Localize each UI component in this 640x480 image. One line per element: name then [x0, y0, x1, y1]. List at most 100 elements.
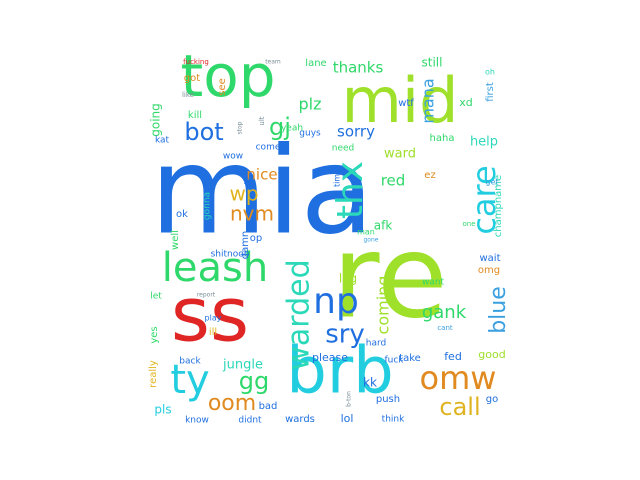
cloud-word: take	[399, 353, 421, 364]
cloud-word: go	[486, 394, 498, 405]
cloud-word: blue	[486, 286, 511, 334]
cloud-word: really	[148, 360, 159, 388]
cloud-word: gg	[239, 367, 269, 395]
cloud-word: op	[250, 233, 262, 244]
cloud-word: report	[197, 292, 216, 299]
cloud-word: see	[217, 78, 228, 96]
cloud-word: kk	[363, 376, 377, 390]
cloud-word: plz	[299, 95, 322, 114]
cloud-word: ill	[209, 327, 217, 338]
cloud-word: top	[180, 42, 275, 110]
cloud-word: gj	[269, 113, 291, 141]
cloud-word: think	[382, 415, 405, 425]
cloud-word: team	[265, 59, 281, 66]
cloud-word: lol	[341, 412, 354, 425]
cloud-word: guys	[299, 129, 321, 139]
cloud-word: oom	[208, 391, 256, 416]
cloud-word: sry	[325, 320, 365, 350]
cloud-word: bot	[184, 118, 223, 146]
cloud-word: fucking	[183, 58, 209, 66]
cloud-word: gank	[422, 302, 467, 323]
cloud-word: didnt	[238, 416, 262, 426]
cloud-word: come	[256, 143, 281, 153]
cloud-word: warded	[282, 259, 317, 370]
cloud-word: wait	[479, 253, 500, 264]
cloud-word: np	[313, 281, 359, 322]
cloud-word: kat	[155, 136, 170, 146]
cloud-word: bad	[259, 401, 278, 412]
cloud-word: yeah	[281, 124, 303, 134]
cloud-word: first	[485, 82, 496, 102]
cloud-word: nvm	[230, 202, 274, 226]
cloud-word: know	[185, 416, 209, 426]
cloud-word: well	[170, 230, 181, 250]
cloud-word: want	[422, 278, 445, 288]
cloud-word: hard	[366, 339, 386, 349]
cloud-word: xd	[459, 96, 473, 109]
cloud-word: let	[150, 292, 162, 302]
cloud-word: omw	[420, 359, 497, 397]
cloud-word: fed	[444, 350, 462, 363]
cloud-word: haha	[430, 133, 455, 144]
cloud-word: ok	[176, 209, 188, 220]
cloud-word: red	[381, 172, 406, 190]
cloud-word: re	[332, 211, 448, 345]
cloud-word: ult	[258, 116, 266, 125]
cloud-word: one	[462, 220, 475, 228]
cloud-word: ss	[171, 271, 249, 359]
cloud-word: mana	[419, 78, 438, 123]
cloud-word: brb	[286, 335, 394, 409]
cloud-word: yes	[149, 326, 160, 343]
cloud-word: omg	[478, 265, 500, 276]
cloud-word: stop	[237, 121, 244, 134]
cloud-word: pls	[154, 403, 171, 417]
cloud-word: ur	[242, 175, 251, 184]
cloud-word: man	[357, 228, 375, 237]
cloud-word: wards	[285, 414, 315, 425]
cloud-word: gonna	[203, 192, 213, 220]
cloud-word: please	[312, 351, 348, 364]
cloud-word: wtf	[398, 98, 414, 109]
cloud-word: like	[182, 91, 194, 99]
cloud-word: ty	[170, 357, 209, 403]
cloud-word: care	[465, 165, 503, 234]
cloud-word: thx	[330, 161, 371, 219]
cloud-word: kill	[188, 110, 202, 121]
cloud-word: leash	[162, 245, 268, 291]
cloud-word: coming	[374, 276, 393, 335]
cloud-word: get	[485, 178, 498, 187]
cloud-word: cant	[437, 324, 453, 332]
cloud-word: good	[478, 348, 505, 361]
cloud-word: nice	[246, 166, 277, 184]
cloud-word: oh	[485, 68, 495, 77]
cloud-word: back	[179, 357, 201, 367]
cloud-word: sorry	[337, 123, 375, 141]
cloud-word: b-ton	[346, 391, 353, 407]
cloud-word: ward	[384, 147, 416, 162]
cloud-word: jungle	[222, 358, 263, 373]
cloud-word: damn	[240, 231, 251, 260]
cloud-word: going	[149, 103, 163, 137]
cloud-word: play	[205, 314, 222, 323]
cloud-word: champname	[493, 175, 504, 237]
cloud-word: help	[470, 135, 498, 150]
cloud-word: wow	[223, 152, 243, 162]
cloud-word: afk	[374, 219, 393, 233]
cloud-word: shitnoob	[211, 250, 250, 260]
cloud-word: mid	[342, 64, 459, 137]
cloud-word: gone	[364, 237, 379, 244]
cloud-word: thanks	[333, 59, 384, 77]
cloud-word: call	[439, 393, 480, 421]
cloud-word: time	[333, 169, 342, 187]
cloud-word: still	[422, 56, 443, 70]
cloud-word: push	[376, 394, 400, 405]
cloud-word: need	[332, 144, 355, 154]
cloud-word: lag	[339, 272, 357, 286]
cloud-word: lane	[305, 58, 326, 69]
cloud-word: mia	[150, 123, 374, 262]
cloud-word: fuck	[384, 356, 404, 366]
cloud-word: ez	[424, 170, 435, 181]
cloud-word: wp	[229, 182, 258, 206]
cloud-word: got	[184, 73, 200, 84]
